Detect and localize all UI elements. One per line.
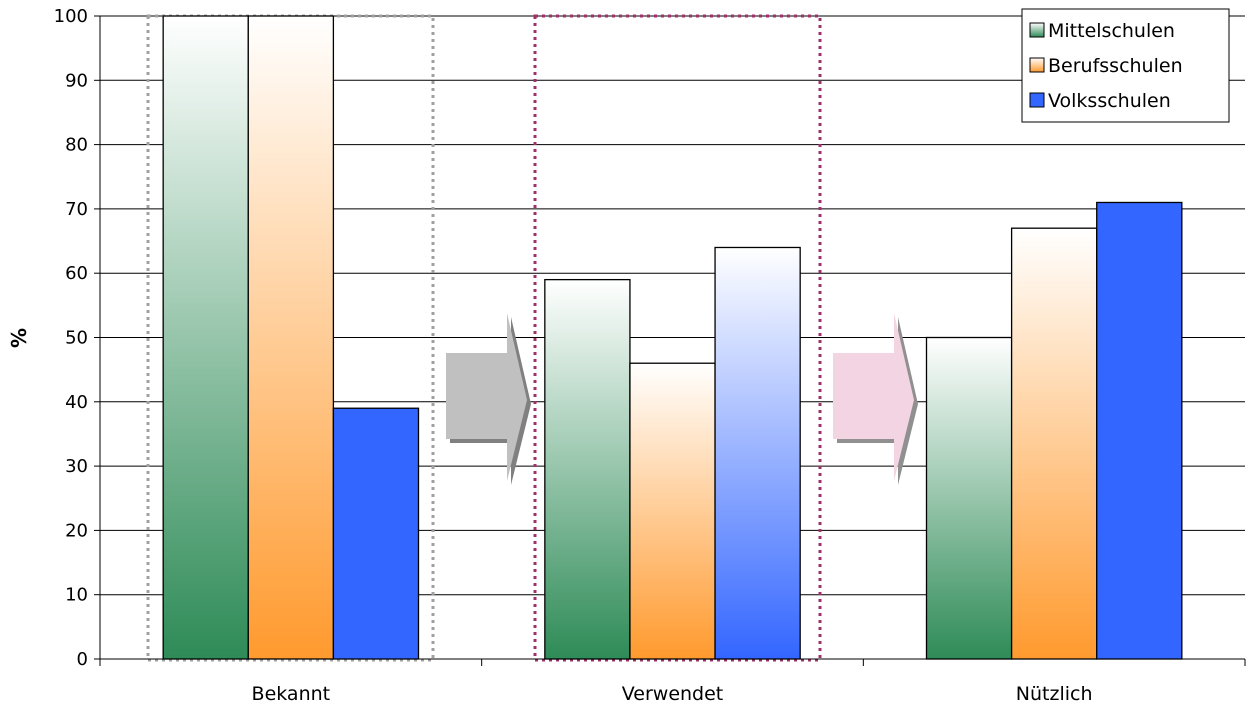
y-tick-label: 0	[77, 649, 88, 670]
arrow-right-icon	[446, 313, 531, 485]
y-tick-label: 100	[54, 6, 88, 27]
y-tick-label: 80	[65, 135, 88, 156]
legend-swatch	[1029, 92, 1045, 108]
x-tick-label: Verwendet	[622, 683, 724, 705]
y-tick-label: 50	[65, 328, 88, 349]
y-tick-label: 10	[65, 585, 88, 606]
bar-volksschulen-nützlich	[1096, 201, 1183, 660]
y-tick-label: 60	[65, 263, 88, 284]
legend-box	[1021, 8, 1230, 123]
y-axis-label: %	[7, 328, 31, 348]
y-tick-label: 30	[65, 456, 88, 477]
bar-volksschulen-verwendet	[714, 246, 801, 660]
bar-volksschulen-bekannt	[332, 407, 420, 660]
legend-swatch	[1029, 22, 1045, 38]
legend-label: Volksschulen	[1048, 90, 1171, 112]
bar-berufsschulen-verwendet	[629, 362, 716, 660]
y-tick-label: 90	[65, 70, 88, 91]
bar-berufsschulen-nützlich	[1010, 227, 1098, 660]
legend-label: Berufsschulen	[1048, 55, 1183, 77]
legend: Mittelschulen Berufsschulen Volksschulen	[1021, 8, 1230, 123]
arrow-right-icon	[833, 313, 918, 485]
bar-mittelschulen-bekannt	[162, 15, 249, 660]
x-tick-label: Nützlich	[1016, 683, 1093, 705]
y-tick-label: 40	[65, 392, 88, 413]
labels: 0 10 20 30 40 50 60 70 80 90 100 Bekannt Verwendet Nü…	[54, 6, 1093, 705]
legend-swatch	[1029, 57, 1045, 73]
axes	[94, 15, 1246, 666]
bar-mittelschulen-verwendet	[544, 278, 631, 660]
y-tick-label: 70	[65, 199, 88, 220]
y-tick-label: 20	[65, 520, 88, 541]
legend-label: Mittelschulen	[1048, 20, 1175, 42]
bar-mittelschulen-nützlich	[925, 336, 1013, 660]
highlight-box-verwendet	[533, 14, 822, 662]
x-tick-label: Bekannt	[252, 683, 331, 705]
bar-berufsschulen-bekannt	[247, 15, 335, 660]
